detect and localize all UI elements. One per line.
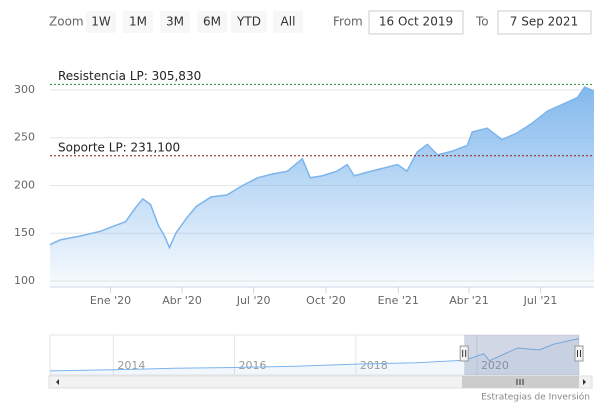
- x-tick-label: Oct '20: [306, 294, 346, 307]
- y-tick-label: 200: [14, 178, 35, 191]
- range-button[interactable]: [160, 11, 190, 33]
- x-tick-label: Abr '20: [162, 294, 202, 307]
- range-button-label[interactable]: 6M: [203, 15, 221, 29]
- navigator-line: [49, 338, 580, 372]
- range-button[interactable]: [197, 11, 227, 33]
- navigator-frame: [49, 334, 580, 376]
- navigator-selection: [464, 335, 579, 375]
- x-tick-label: Abr '21: [449, 294, 489, 307]
- zoom-label: Zoom: [49, 15, 84, 29]
- range-button-label[interactable]: 3M: [166, 15, 184, 29]
- y-tick-label: 100: [14, 274, 35, 287]
- range-button-label[interactable]: 1W: [91, 15, 111, 29]
- credit: Estrategias de Inversión: [481, 392, 590, 403]
- scrollbar-track[interactable]: [48, 375, 593, 389]
- range-button[interactable]: [231, 11, 267, 33]
- navigator-tick-label: 2018: [360, 359, 388, 372]
- range-button-label[interactable]: All: [281, 15, 296, 29]
- plot-line-label: Resistencia LP: 305,830: [58, 69, 201, 83]
- range-button[interactable]: [86, 11, 116, 33]
- navigator-tick-label: 2020: [481, 359, 509, 372]
- x-tick-label: Ene '20: [90, 294, 131, 307]
- to-label: To: [475, 15, 489, 29]
- range-button[interactable]: [123, 11, 153, 33]
- from-value[interactable]: 16 Oct 2019: [379, 15, 453, 29]
- to-value[interactable]: 7 Sep 2021: [510, 15, 578, 29]
- y-tick-label: 300: [14, 83, 35, 96]
- from-input[interactable]: [368, 10, 464, 35]
- x-tick-label: Jul '21: [523, 294, 558, 307]
- y-tick-label: 250: [14, 131, 35, 144]
- from-label: From: [333, 15, 363, 29]
- to-input[interactable]: [497, 10, 592, 35]
- x-tick-label: Jul '20: [236, 294, 271, 307]
- area: [50, 87, 594, 287]
- range-button-label[interactable]: 1M: [129, 15, 147, 29]
- plot-line-label: Soporte LP: 231,100: [58, 140, 180, 154]
- range-button[interactable]: [273, 11, 303, 33]
- range-button-label[interactable]: YTD: [236, 15, 261, 29]
- scroll-grip: [516, 379, 524, 385]
- handle-grip: [577, 350, 581, 357]
- x-tick-label: Ene '21: [378, 294, 419, 307]
- y-tick-label: 150: [14, 226, 35, 239]
- navigator-tick-label: 2016: [239, 359, 267, 372]
- navigator-handle[interactable]: [459, 345, 469, 362]
- navigator-area: [50, 338, 579, 375]
- handle-grip: [462, 350, 467, 357]
- navigator-handle[interactable]: [574, 345, 584, 362]
- line: [49, 86, 595, 250]
